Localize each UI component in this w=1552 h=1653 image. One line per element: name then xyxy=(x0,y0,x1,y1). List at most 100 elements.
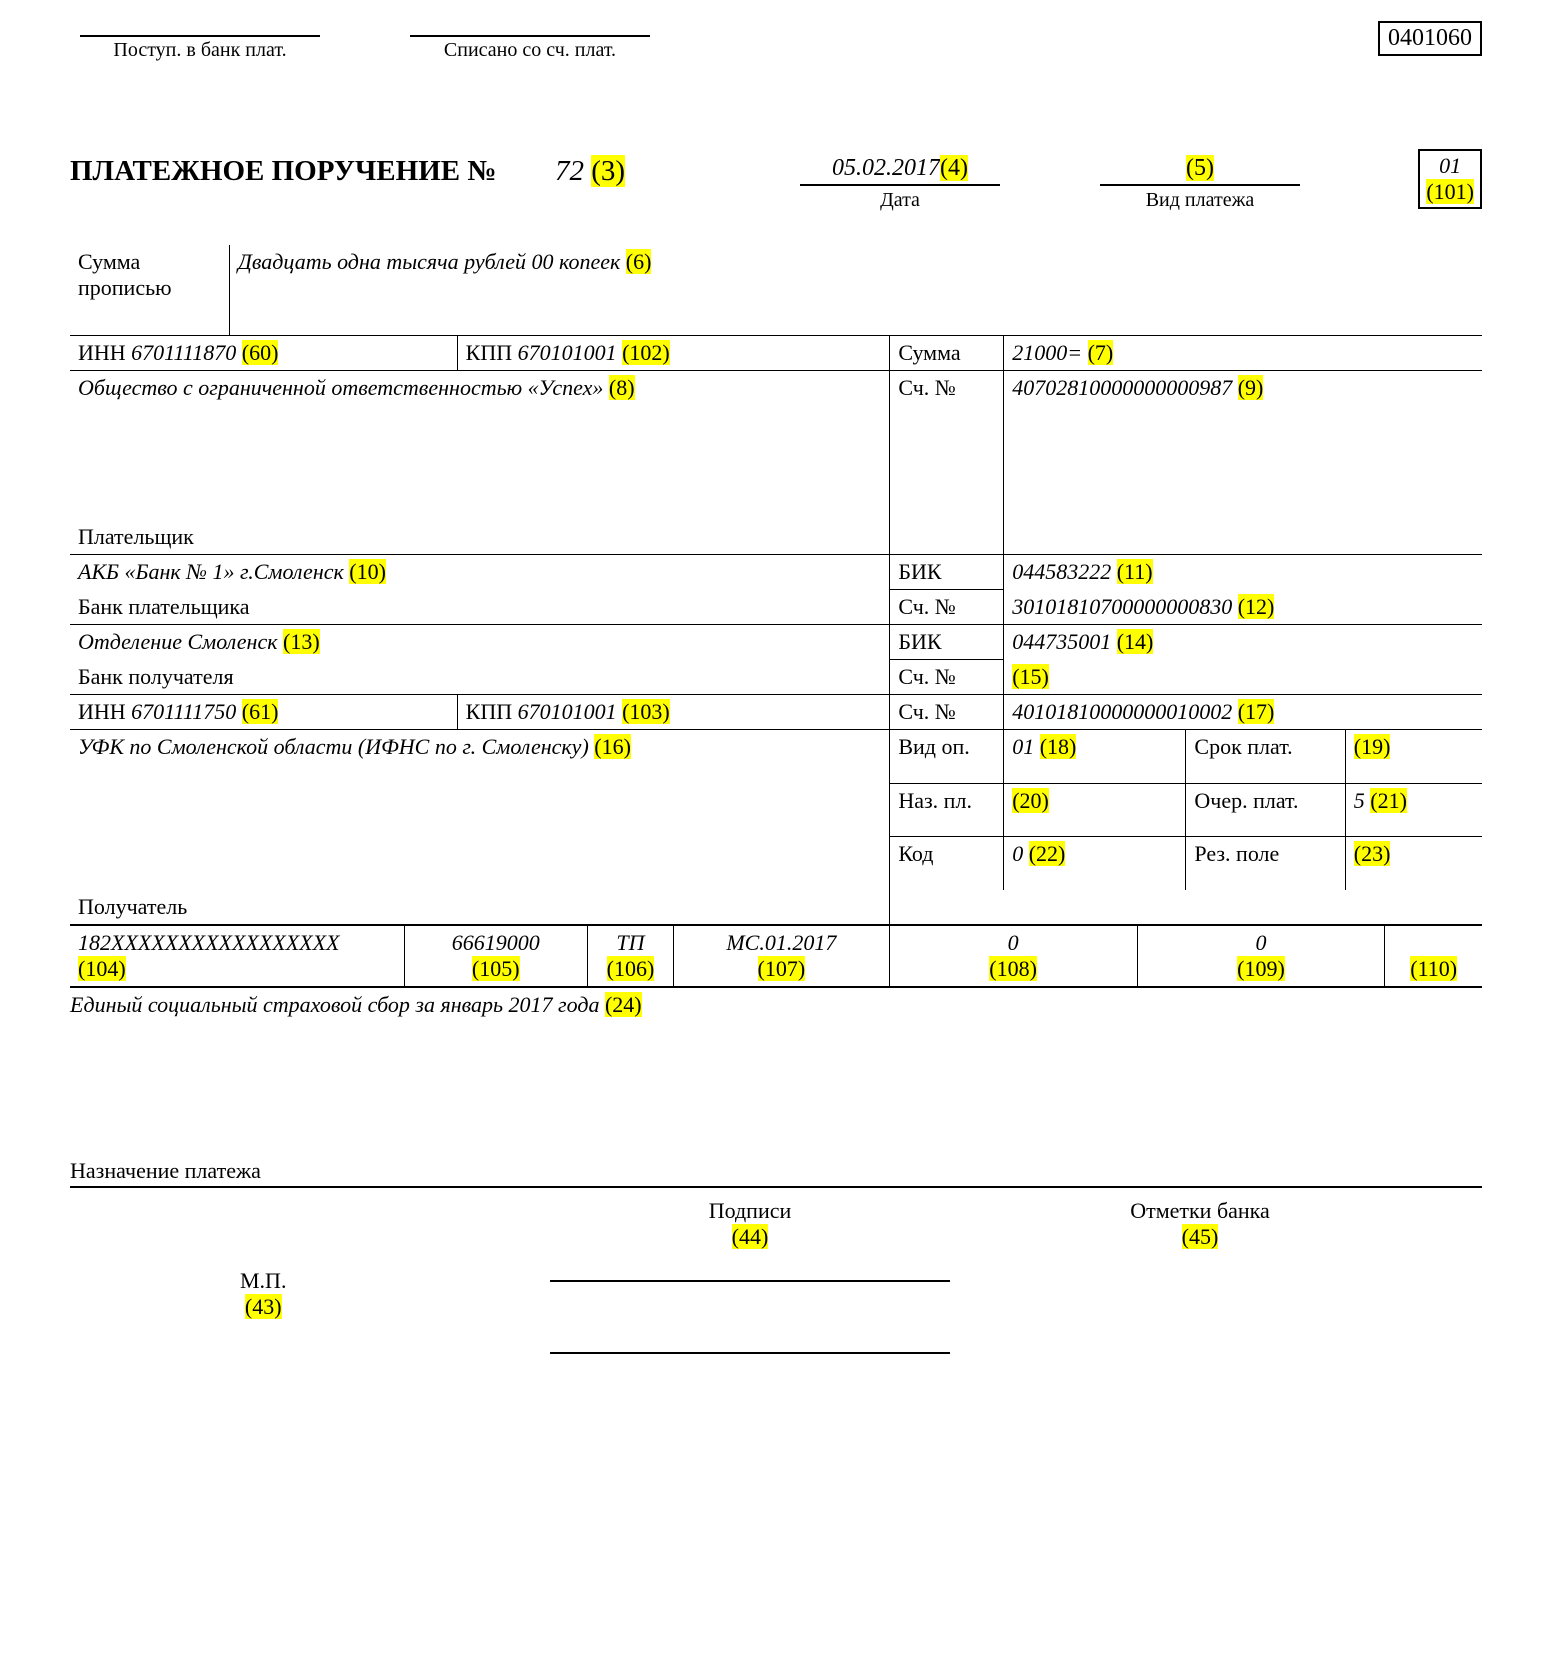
payee-name-ref: (16) xyxy=(594,734,631,759)
payer-bank-role: Банк плательщика xyxy=(70,590,890,625)
payer-kpp-cell: КПП 670101001 (102) xyxy=(457,335,890,370)
debited-label: Списано со сч. плат. xyxy=(410,35,650,62)
payer-kpp-ref: (102) xyxy=(622,340,670,365)
payee-acct-ref: (17) xyxy=(1238,699,1275,724)
doc-number-ref: (3) xyxy=(591,155,625,187)
payer-bik-lbl: БИК xyxy=(890,555,1004,590)
sum-ref: (7) xyxy=(1088,340,1114,365)
payer-inn-lbl: ИНН xyxy=(78,340,126,365)
naz-cell: (20) xyxy=(1004,783,1186,837)
payer-acct-ref: (9) xyxy=(1238,375,1264,400)
payer-kpp: 670101001 xyxy=(518,340,617,365)
payee-kpp: 670101001 xyxy=(518,699,617,724)
form-code: 0401060 xyxy=(1378,21,1482,56)
top-row: Поступ. в банк плат. Списано со сч. плат… xyxy=(70,35,1482,95)
c110: (110) xyxy=(1385,925,1482,987)
header: ПЛАТЕЖНОЕ ПОРУЧЕНИЕ № 72 (3) 05.02.2017(… xyxy=(70,155,1482,225)
paytype-block: (5) Вид платежа xyxy=(1070,155,1330,212)
c109: 0(109) xyxy=(1137,925,1385,987)
payer-inn-ref: (60) xyxy=(242,340,279,365)
sig-text: Подписи xyxy=(709,1198,792,1223)
payee-kpp-ref: (103) xyxy=(622,699,670,724)
payer-acct-cell: 40702810000000000987 (9) xyxy=(1004,370,1482,555)
payee-inn-ref: (61) xyxy=(242,699,279,724)
paytype-line: (5) xyxy=(1100,155,1300,186)
date-block: 05.02.2017(4) Дата xyxy=(770,155,1030,212)
payee-kpp-lbl: КПП xyxy=(466,699,512,724)
date-line: 05.02.2017(4) xyxy=(800,155,1000,186)
vid-lbl: Вид оп. xyxy=(890,730,1004,784)
sum-lbl: Сумма xyxy=(890,335,1004,370)
sum-val-cell: 21000= (7) xyxy=(1004,335,1482,370)
c107: МС.01.2017(107) xyxy=(674,925,890,987)
bottom-codes: 182XXXXXXXXXXXXXXXXX(104) 66619000(105) … xyxy=(70,924,1482,988)
payer-acct-val: 40702810000000000987 xyxy=(1012,375,1232,400)
status-val: 01 xyxy=(1439,153,1461,178)
date-ref: (4) xyxy=(940,155,968,181)
payer-inn-cell: ИНН 6701111870 (60) xyxy=(70,335,457,370)
doc-number-val: 72 xyxy=(555,155,584,187)
payer-bank-ref: (10) xyxy=(349,559,386,584)
payee-name: УФК по Смоленской области (ИФНС по г. См… xyxy=(78,734,589,759)
bank-mark-block: Отметки банка (45) xyxy=(1050,1198,1350,1250)
payee-bik-lbl: БИК xyxy=(890,625,1004,660)
rez-cell: (23) xyxy=(1345,837,1482,890)
srok-cell: (19) xyxy=(1345,730,1482,784)
vid-val: 01 xyxy=(1012,734,1034,759)
sum-words-ref: (6) xyxy=(626,249,652,274)
payee-role: Получатель xyxy=(70,890,890,924)
bank-mark-text: Отметки банка xyxy=(1130,1198,1270,1223)
payee-bank-acct-ref: (15) xyxy=(1012,664,1049,689)
sig-line-1 xyxy=(550,1280,950,1282)
payee-bank-acct-cell: (15) xyxy=(1004,660,1482,695)
doc-number: 72 (3) xyxy=(555,155,625,188)
sum-words-val: Двадцать одна тысяча рублей 00 копеек xyxy=(238,249,620,274)
sum-val: 21000= xyxy=(1012,340,1082,365)
payee-bank-ref: (13) xyxy=(283,629,320,654)
purpose-label: Назначение платежа xyxy=(70,1158,1482,1188)
sig-ref: (44) xyxy=(732,1224,769,1249)
ocher-lbl: Очер. плат. xyxy=(1186,783,1345,837)
payee-acct: 40101810000000010002 xyxy=(1012,699,1232,724)
payer-bank-acct-cell: 30101810700000000830 (12) xyxy=(1004,590,1482,625)
payer-bank-acct-ref: (12) xyxy=(1238,594,1275,619)
purpose-text: Единый социальный страховой сбор за янва… xyxy=(70,992,599,1017)
doc-title: ПЛАТЕЖНОЕ ПОРУЧЕНИЕ № xyxy=(70,155,497,188)
payer-name-ref: (8) xyxy=(609,375,635,400)
c106: ТП(106) xyxy=(587,925,673,987)
bank-mark-ref: (45) xyxy=(1182,1224,1219,1249)
received-label: Поступ. в банк плат. xyxy=(80,35,320,62)
payer-bank-acct-val: 30101810700000000830 xyxy=(1012,594,1232,619)
purpose-text-row: Единый социальный страховой сбор за янва… xyxy=(70,992,1482,1018)
payee-bik-ref: (14) xyxy=(1117,629,1154,654)
payer-bik-val: 044583222 xyxy=(1012,559,1111,584)
payer-role: Плательщик xyxy=(70,520,890,555)
naz-ref: (20) xyxy=(1012,788,1049,813)
payee-inn-lbl: ИНН xyxy=(78,699,126,724)
date-label: Дата xyxy=(880,189,920,211)
paytype-ref: (5) xyxy=(1186,155,1214,181)
srok-ref: (19) xyxy=(1354,734,1391,759)
signatures: М.П. (43) Подписи (44) Отметки банка (45… xyxy=(70,1198,1482,1398)
payee-bank-acct-lbl: Сч. № xyxy=(890,660,1004,695)
mp-ref: (43) xyxy=(245,1294,282,1319)
payee-kpp-cell: КПП 670101001 (103) xyxy=(457,695,890,730)
payee-name-cell: УФК по Смоленской области (ИФНС по г. См… xyxy=(70,730,890,890)
payer-bank: АКБ «Банк № 1» г.Смоленск xyxy=(78,559,344,584)
payer-inn: 6701111870 xyxy=(131,340,236,365)
date-val: 05.02.2017 xyxy=(832,155,940,181)
mp-text: М.П. xyxy=(240,1268,286,1293)
rez-ref: (23) xyxy=(1354,841,1391,866)
vid-cell: 01 (18) xyxy=(1004,730,1186,784)
payee-bik-cell: 044735001 (14) xyxy=(1004,625,1482,660)
payee-acct-cell: 40101810000000010002 (17) xyxy=(1004,695,1482,730)
ocher-cell: 5 (21) xyxy=(1345,783,1482,837)
spacer xyxy=(890,890,1482,924)
c104: 182XXXXXXXXXXXXXXXXX(104) xyxy=(70,925,404,987)
ocher-val: 5 xyxy=(1354,788,1365,813)
payee-bank-cell: Отделение Смоленск (13) xyxy=(70,625,890,660)
payer-bik-cell: 044583222 (11) xyxy=(1004,555,1482,590)
mp-block: М.П. (43) xyxy=(240,1268,286,1320)
kod-val: 0 xyxy=(1012,841,1023,866)
sig-block: Подписи (44) xyxy=(550,1198,950,1354)
